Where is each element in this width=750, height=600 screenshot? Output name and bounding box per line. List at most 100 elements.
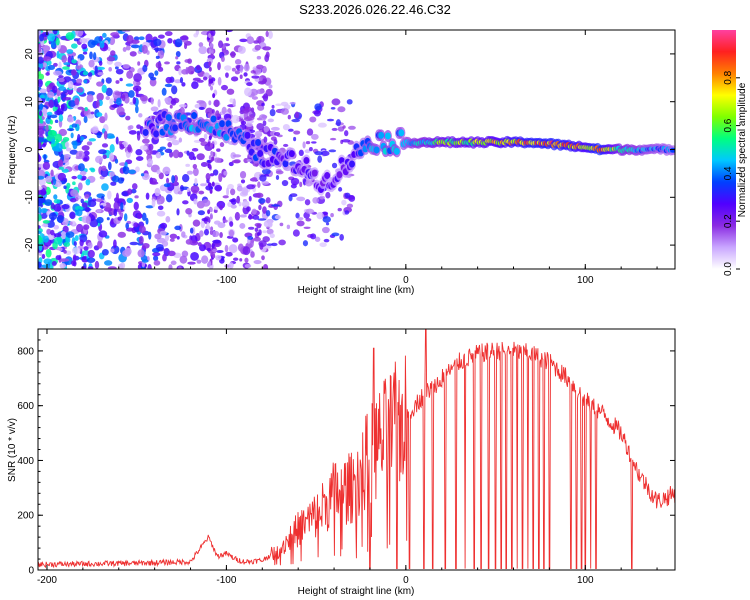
spectrogram-noise-blob (220, 56, 225, 63)
spectrogram-noise-blob (122, 166, 127, 172)
spectrogram-noise-blob (200, 162, 208, 167)
spectrogram-noise-blob (172, 149, 180, 159)
spectrogram-noise-blob (298, 149, 304, 157)
spectrogram-noise-blob (305, 208, 315, 214)
spectrogram-noise-blob (208, 155, 212, 161)
spectrogram-noise-blob (61, 55, 67, 63)
spectrogram-noise-blob (259, 174, 267, 182)
spectrogram-noise-blob (130, 44, 140, 49)
spectrogram-noise-blob (179, 77, 184, 84)
spectrogram-noise-blob (252, 215, 260, 220)
spectrogram-noise-blob (303, 226, 311, 229)
spectrogram-noise-blob (257, 80, 267, 85)
spectrogram-noise-blob (292, 229, 300, 237)
spectrogram-noise-blob (211, 109, 215, 114)
spectrogram-noise-blob (254, 227, 259, 233)
spectrogram-noise-blob (219, 142, 225, 148)
spectrogram-noise-blob (304, 149, 311, 154)
spectrogram-noise-blob (246, 206, 251, 212)
spectrogram-noise-blob (179, 255, 188, 264)
spectrogram-noise-blob (99, 116, 106, 124)
spectrogram-noise-blob (38, 122, 45, 127)
spectrogram-noise-blob (139, 95, 148, 102)
spectrogram-noise-blob (330, 106, 336, 110)
spectrogram-noise-blob (319, 242, 327, 248)
spectrogram-noise-blob (196, 153, 205, 161)
spectrogram-ridge-mark (257, 149, 264, 157)
spectrogram-noise-blob (331, 162, 338, 169)
spectrogram-noise-blob (60, 231, 67, 240)
spectrogram-y-tick-label: 20 (24, 48, 35, 60)
snr-y-tick-label: 200 (17, 511, 34, 522)
spectrogram-noise-blob (193, 198, 198, 205)
spectrogram-noise-blob (84, 206, 91, 213)
spectrogram-noise-blob (209, 42, 213, 48)
spectrogram-noise-blob (133, 36, 140, 41)
spectrogram-noise-blob (216, 148, 221, 152)
spectrogram-noise-blob (127, 144, 132, 153)
spectrogram-y-label: Frequency (Hz) (7, 116, 18, 185)
spectrogram-noise-blob (305, 218, 312, 222)
spectrogram-noise-blob (261, 255, 265, 261)
spectrogram-noise-blob (308, 146, 313, 152)
spectrogram-noise-blob (156, 169, 161, 175)
spectrogram-noise-blob (249, 239, 254, 248)
spectrogram-noise-blob (302, 141, 306, 149)
spectrogram-noise-blob (157, 66, 164, 72)
spectrogram-noise-blob (126, 197, 133, 204)
spectrogram-noise-blob (210, 78, 214, 84)
spectrogram-noise-blob (155, 152, 162, 159)
spectrogram-noise-blob (251, 208, 257, 215)
spectrogram-noise-blob (55, 37, 60, 46)
snr-y-tick-label: 400 (17, 456, 34, 467)
spectrogram-noise-blob (69, 211, 76, 220)
spectrogram-x-tick-label: 100 (577, 275, 594, 286)
spectrogram-noise-blob (86, 94, 94, 103)
spectrogram-noise-blob (186, 170, 194, 175)
spectrogram-noise-blob (38, 56, 45, 64)
spectrogram-noise-blob (137, 249, 145, 258)
spectrogram-noise-blob (279, 222, 284, 227)
spectrogram-noise-blob (73, 241, 77, 247)
spectrogram-noise-blob (196, 100, 205, 104)
spectrogram-noise-blob (113, 239, 117, 249)
spectrogram-noise-blob (92, 52, 97, 61)
spectrogram-noise-blob (309, 116, 317, 123)
spectrogram-noise-blob (104, 260, 113, 266)
spectrogram-noise-blob (214, 157, 222, 163)
spectrogram-noise-blob (127, 188, 133, 195)
spectrogram-noise-blob (230, 198, 237, 205)
spectrogram-noise-blob (133, 73, 142, 83)
spectrogram-noise-blob (109, 143, 115, 153)
spectrogram-noise-blob (42, 56, 52, 62)
spectrogram-noise-blob (58, 166, 65, 170)
spectrogram-noise-blob (114, 61, 122, 67)
spectrogram-noise-blob (212, 93, 216, 99)
spectrogram-noise-blob (181, 82, 186, 87)
spectrogram-noise-blob (55, 255, 62, 261)
spectrogram-noise-blob (47, 64, 55, 71)
spectrogram-noise-blob (106, 56, 116, 62)
spectrogram-noise-blob (94, 36, 102, 45)
spectrogram-noise-blob (123, 213, 128, 222)
spectrogram-noise-blob (121, 30, 131, 33)
spectrogram-noise-blob (142, 64, 148, 73)
spectrogram-noise-blob (83, 116, 88, 124)
spectrogram-ridge-mark (324, 172, 331, 180)
spectrogram-noise-blob (134, 195, 139, 199)
spectrogram-noise-blob (77, 182, 83, 191)
spectrogram-noise-blob (165, 215, 171, 223)
spectrogram-noise-blob (176, 208, 180, 216)
spectrogram-noise-blob (295, 212, 300, 219)
spectrogram-noise-blob (87, 39, 96, 48)
spectrogram-noise-blob (124, 161, 128, 168)
spectrogram-noise-blob (38, 127, 45, 136)
spectrogram-noise-blob (167, 37, 173, 44)
spectrogram-noise-blob (195, 30, 200, 36)
spectrogram-noise-blob (74, 97, 80, 106)
spectrogram-noise-blob (42, 219, 50, 224)
spectrogram-noise-blob (96, 81, 104, 87)
spectrogram-noise-blob (150, 97, 154, 105)
spectrogram-noise-blob (68, 80, 74, 90)
spectrogram-noise-blob (98, 230, 108, 238)
